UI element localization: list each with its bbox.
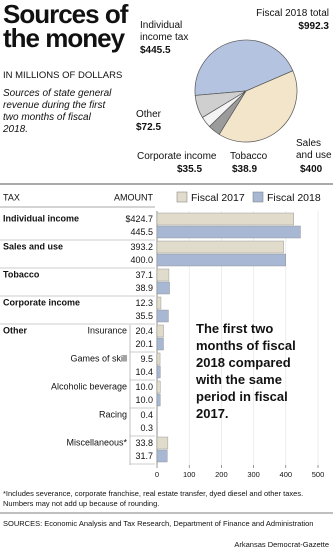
value-label: 9.5 — [140, 354, 153, 364]
value-label: 20.1 — [135, 339, 153, 349]
category-label: Alcoholic beverage — [51, 381, 127, 391]
value-label: 38.9 — [135, 283, 153, 293]
column-header: AMOUNT — [114, 192, 153, 202]
total-value: $992.3 — [298, 21, 329, 32]
pie-value: $400 — [300, 164, 323, 175]
value-label: 400.0 — [130, 255, 153, 265]
subtitle: Sources of state general revenue during … — [3, 88, 112, 135]
bar — [156, 281, 170, 295]
pie-label: Individual income tax — [140, 20, 189, 43]
pie-slice — [194, 90, 247, 118]
bar — [156, 309, 169, 323]
category-label: Racing — [99, 409, 127, 419]
bar — [156, 240, 284, 254]
legend-label: Fiscal 2018 — [267, 192, 321, 204]
value-label: 445.5 — [130, 227, 153, 237]
column-header: TAX — [3, 192, 20, 202]
footnote: *Includes severance, corporate franchise… — [3, 489, 304, 508]
value-label: $424.7 — [125, 214, 153, 224]
value-label: 393.2 — [130, 242, 153, 252]
bar — [156, 212, 294, 226]
bar — [156, 449, 168, 463]
value-label: 31.7 — [135, 451, 153, 461]
category-label: Miscellaneous* — [66, 437, 127, 447]
category-label: Individual income — [3, 213, 79, 223]
bar — [156, 296, 162, 310]
unit-note: IN MILLIONS OF DOLLARS — [3, 70, 123, 81]
legend-swatch — [252, 191, 264, 203]
bar — [156, 324, 164, 338]
value-label: 35.5 — [135, 311, 153, 321]
value-label: 0.3 — [140, 423, 153, 433]
value-label: 10.0 — [135, 395, 153, 405]
value-label: 20.4 — [135, 326, 153, 336]
credit: Arkansas Democrat-Gazette — [234, 540, 329, 549]
annotation: The first two months of fiscal 2018 comp… — [196, 321, 296, 421]
group-label: Other — [3, 325, 28, 335]
value-label: 10.4 — [135, 367, 153, 377]
bar — [156, 436, 169, 450]
pie-value: $445.5 — [140, 45, 171, 56]
x-tick-label: 100 — [183, 470, 196, 479]
bar — [156, 393, 161, 407]
bar — [156, 352, 161, 366]
x-tick-label: 300 — [247, 470, 260, 479]
bar — [156, 337, 164, 351]
x-tick-label: 400 — [280, 470, 293, 479]
legend-label: Fiscal 2017 — [191, 192, 245, 204]
x-tick-label: 500 — [312, 470, 325, 479]
total-title: Fiscal 2018 total — [256, 8, 329, 19]
x-tick-label: 200 — [215, 470, 228, 479]
category-label: Insurance — [87, 325, 127, 335]
category-label: Sales and use — [3, 241, 63, 251]
bar — [156, 380, 161, 394]
value-label: 33.8 — [135, 438, 153, 448]
value-label: 12.3 — [135, 298, 153, 308]
source: SOURCES: Economic Analysis and Tax Resea… — [3, 519, 314, 528]
pie-label: Sales and use — [296, 138, 332, 161]
pie-label: Tobacco — [230, 151, 268, 162]
bar — [156, 268, 170, 282]
category-label: Tobacco — [3, 269, 40, 279]
bar — [156, 253, 287, 267]
bar — [156, 365, 161, 379]
pie-value: $38.9 — [232, 164, 258, 175]
pie-value: $72.5 — [136, 122, 162, 133]
legend-swatch — [176, 191, 188, 203]
category-label: Corporate income — [3, 297, 80, 307]
pie-slice — [218, 70, 298, 143]
x-tick-label: 0 — [155, 470, 159, 479]
value-label: 0.4 — [140, 410, 153, 420]
pie-label: Other — [136, 109, 162, 120]
category-label: Games of skill — [70, 353, 127, 363]
title: Sources of the money — [3, 0, 128, 53]
bar — [156, 225, 301, 239]
pie-label: Corporate income — [137, 151, 217, 162]
value-label: 10.0 — [135, 382, 153, 392]
pie-slice — [194, 39, 294, 96]
value-label: 37.1 — [135, 270, 153, 280]
pie-value: $35.5 — [177, 164, 203, 175]
